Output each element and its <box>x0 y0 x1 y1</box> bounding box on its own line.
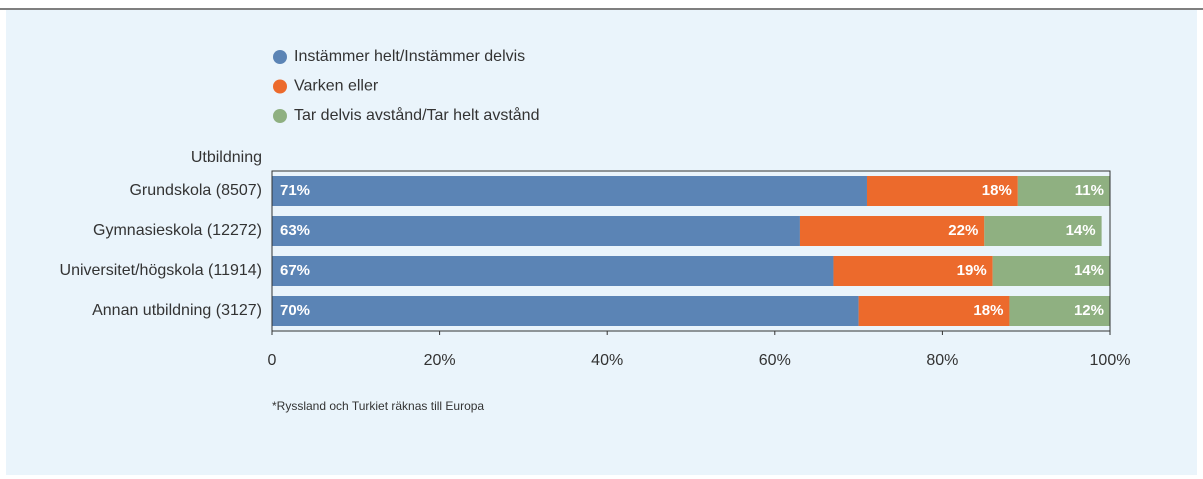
value-label: 19% <box>957 262 987 279</box>
value-label: 14% <box>1066 222 1096 239</box>
legend-swatch <box>273 79 287 94</box>
x-tick-label: 0 <box>268 352 277 369</box>
legend-label: Instämmer helt/Instämmer delvis <box>294 48 525 65</box>
y-axis-title: Utbildning <box>191 149 262 166</box>
y-tick-label: Grundskola (8507) <box>129 182 262 199</box>
value-label: 67% <box>280 262 310 279</box>
x-tick-label: 100% <box>1090 352 1131 369</box>
bar-segment <box>272 216 800 246</box>
x-tick-label: 80% <box>926 352 958 369</box>
value-label: 70% <box>280 302 310 319</box>
x-tick-label: 20% <box>424 352 456 369</box>
value-label: 18% <box>973 302 1003 319</box>
y-tick-label: Gymnasieskola (12272) <box>93 222 262 239</box>
bar-segment <box>272 256 834 286</box>
legend-label: Varken eller <box>294 78 379 95</box>
value-label: 22% <box>948 222 978 239</box>
bar-segment <box>984 216 1102 246</box>
bar-segment <box>992 256 1110 286</box>
y-tick-label: Annan utbildning (3127) <box>92 302 262 319</box>
bar-segment <box>858 296 1010 326</box>
footnote: *Ryssland och Turkiet räknas till Europa <box>272 399 484 413</box>
value-label: 18% <box>982 182 1012 199</box>
bar-segment <box>833 256 993 286</box>
value-label: 11% <box>1075 182 1104 199</box>
value-label: 14% <box>1074 262 1104 279</box>
bar-segment <box>272 176 867 206</box>
value-label: 12% <box>1074 302 1104 319</box>
y-tick-label: Universitet/högskola (11914) <box>60 262 262 279</box>
bar-segment <box>1009 296 1110 326</box>
legend-label: Tar delvis avstånd/Tar helt avstånd <box>294 106 539 124</box>
value-label: 63% <box>280 222 310 239</box>
legend-swatch <box>273 50 287 64</box>
plot-frame <box>271 170 1111 332</box>
x-tick-label: 60% <box>759 352 791 369</box>
bar-segment <box>799 216 985 246</box>
bar-segment <box>272 296 859 326</box>
bar-segment <box>1017 176 1110 206</box>
value-label: 71% <box>280 182 310 199</box>
legend-swatch <box>273 109 287 123</box>
x-tick-label: 40% <box>591 352 623 369</box>
bar-segment <box>866 176 1018 206</box>
